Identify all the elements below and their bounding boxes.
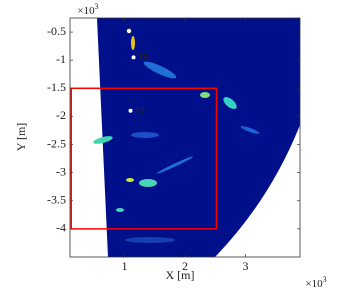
x-multiplier-base: ×10 <box>305 278 323 290</box>
x-axis-label: X [m] <box>166 268 195 282</box>
x-multiplier-exponent: 3 <box>323 275 327 284</box>
target-marker <box>131 55 136 60</box>
y-tick-label: -3.5 <box>47 193 66 207</box>
y-axis-label: Y [m] <box>14 123 28 152</box>
x-multiplier: ×103 <box>305 275 326 290</box>
target-label: T2 <box>139 52 149 61</box>
y-tick-label: -4 <box>56 221 66 235</box>
y-tick-label: -0.5 <box>47 24 66 38</box>
y-multiplier-exponent: 3 <box>95 2 99 11</box>
x-tick-label: 3 <box>243 259 249 273</box>
y-tick-label: -1 <box>56 52 66 66</box>
y-tick-label: -2 <box>56 108 66 122</box>
y-tick-label: -3 <box>56 164 66 178</box>
y-multiplier-base: ×10 <box>77 5 95 17</box>
y-tick-label: -1.5 <box>47 80 66 94</box>
target-label: T3 <box>136 106 146 115</box>
radar-image <box>93 18 300 257</box>
target-marker <box>128 108 133 113</box>
x-tick-label: 1 <box>121 259 127 273</box>
x-tick-label: 2 <box>182 259 188 273</box>
y-multiplier: ×103 <box>77 2 98 17</box>
radar-origin <box>126 28 132 34</box>
y-tick-label: -2.5 <box>47 136 66 150</box>
region-box <box>70 87 218 230</box>
